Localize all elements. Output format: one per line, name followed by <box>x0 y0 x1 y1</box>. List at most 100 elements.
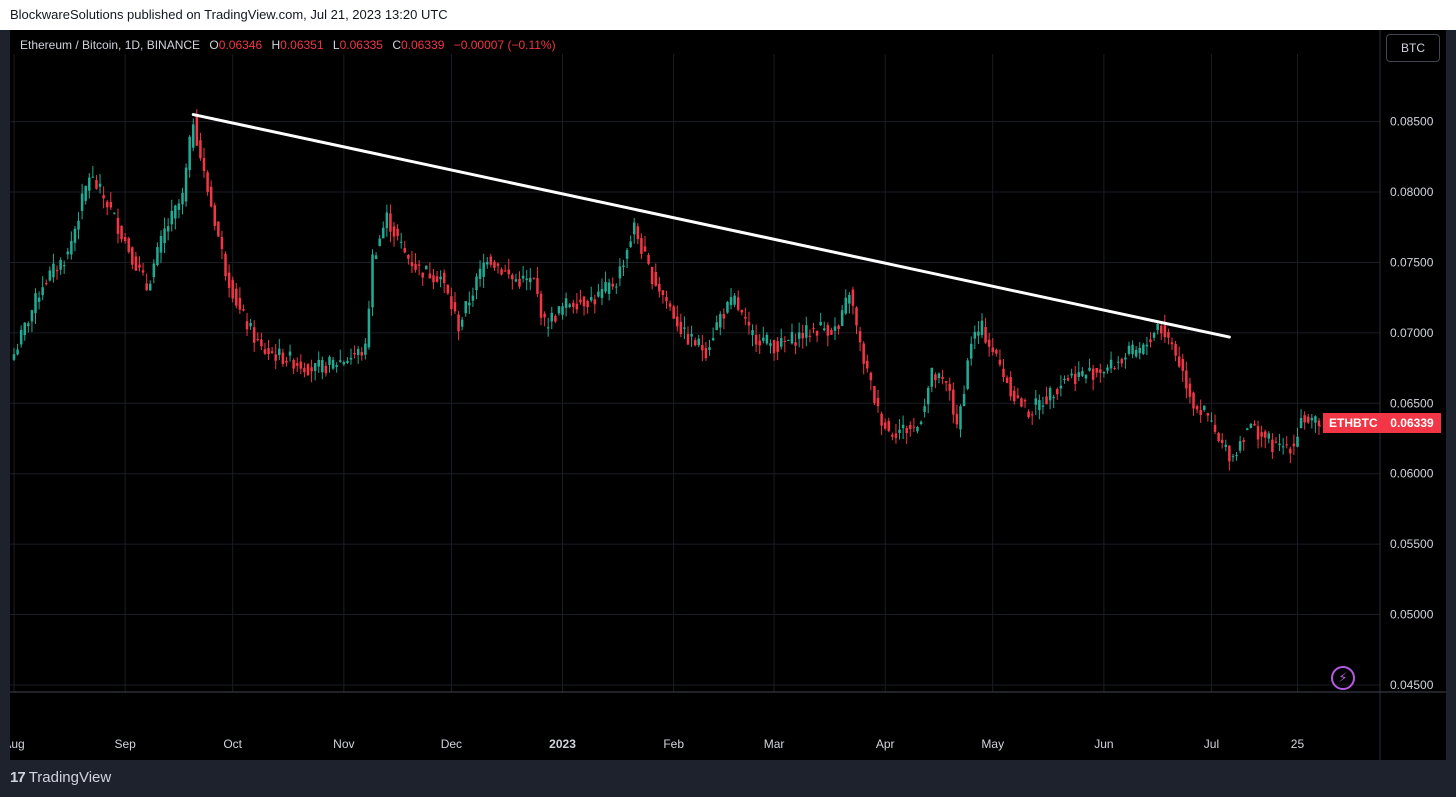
candle-body <box>1228 445 1231 462</box>
candle-body <box>127 238 130 252</box>
tradingview-logo[interactable]: 17 TradingView <box>10 769 111 786</box>
candle-body <box>525 278 528 281</box>
candle-body <box>790 332 794 344</box>
candle-body <box>417 264 421 266</box>
candle-body <box>342 362 346 365</box>
candle-body <box>923 406 926 412</box>
candle-body <box>432 275 435 283</box>
candle-body <box>1167 331 1170 338</box>
price-chart[interactable]: 0.08500 0.08000 0.07500 0.07000 0.06500 0.060… <box>10 30 1446 760</box>
y-tick-label: 0.07000 <box>1390 326 1434 340</box>
candle-body <box>837 325 840 330</box>
candle-body <box>1199 409 1202 415</box>
candle-body <box>611 283 614 287</box>
candle-body <box>1231 456 1235 458</box>
candle-body <box>729 297 733 306</box>
candle-body <box>392 226 396 237</box>
candle-body <box>1070 373 1073 376</box>
candle-body <box>113 212 116 214</box>
candle-body <box>1299 418 1303 429</box>
candle-body <box>295 363 299 366</box>
candle-body <box>174 205 177 219</box>
candle-body <box>120 225 123 240</box>
chart-pane[interactable]: 0.08500 0.08000 0.07500 0.07000 0.06500 0.060… <box>10 30 1446 760</box>
candle-body <box>930 367 934 387</box>
candle-body <box>701 344 704 351</box>
candle-body <box>159 235 163 253</box>
candle-body <box>389 213 392 232</box>
candle-body <box>299 361 303 369</box>
candle-body <box>625 250 629 259</box>
candle-body <box>998 359 1002 365</box>
y-tick-label: 0.05000 <box>1390 608 1434 622</box>
close-label: C <box>392 38 401 52</box>
candle-body <box>521 275 525 279</box>
candle-body <box>249 322 252 327</box>
candle-body <box>564 298 568 308</box>
candle-body <box>62 265 66 267</box>
candle-body <box>1310 417 1314 421</box>
candle-body <box>765 334 769 344</box>
candle-body <box>313 363 317 371</box>
candle-body <box>883 422 887 429</box>
candle-body <box>898 429 901 433</box>
candle-body <box>919 421 923 425</box>
candle-body <box>887 420 891 432</box>
candle-body <box>686 333 690 345</box>
candle-body <box>607 282 611 294</box>
candle-body <box>141 270 145 273</box>
candle-body <box>905 428 908 434</box>
candle-body <box>948 383 951 391</box>
candle-body <box>858 331 862 343</box>
candle-body <box>1045 396 1048 405</box>
candle-body <box>1116 361 1120 363</box>
candle-body <box>629 241 632 247</box>
candle-body <box>561 306 564 315</box>
y-tick-label: 0.08500 <box>1390 115 1434 129</box>
candle-body <box>1038 399 1041 411</box>
candle-body <box>1095 368 1098 373</box>
candle-body <box>568 304 571 307</box>
candle-body <box>747 321 751 326</box>
currency-button[interactable]: BTC <box>1386 34 1440 62</box>
candle-body <box>973 331 977 339</box>
symbol-title[interactable]: Ethereum / Bitcoin, 1D, BINANCE <box>20 38 201 52</box>
candle-body <box>955 413 959 425</box>
candle-body <box>969 343 973 359</box>
candle-body <box>787 339 790 341</box>
candle-body <box>138 264 141 268</box>
candle-body <box>496 263 500 266</box>
candle-body <box>278 348 281 356</box>
candle-body <box>1073 373 1077 384</box>
candle-body <box>1091 368 1095 380</box>
candle-body <box>364 343 367 355</box>
candle-body <box>1206 413 1210 416</box>
candle-body <box>105 201 109 208</box>
candle-body <box>995 350 998 354</box>
candle-body <box>833 326 837 331</box>
candle-body <box>647 254 650 264</box>
x-tick-label: May <box>981 737 1004 751</box>
candle-body <box>1013 390 1016 402</box>
lightning-bolt-icon[interactable]: ⚡︎ <box>1331 666 1355 690</box>
candle-body <box>19 329 23 345</box>
candle-body <box>1260 432 1263 437</box>
candle-body <box>640 237 643 254</box>
candle-body <box>855 307 858 326</box>
footer-bar: 17 TradingView <box>0 760 1456 797</box>
candle-body <box>1210 420 1213 422</box>
y-tick-label: 0.06000 <box>1390 467 1434 481</box>
candle-body <box>310 367 313 372</box>
candle-body <box>546 327 550 329</box>
candle-body <box>952 389 955 415</box>
candle-body <box>618 266 622 279</box>
published-banner: BlockwareSolutions published on TradingV… <box>0 0 1456 30</box>
candle-body <box>500 269 503 275</box>
candle-body <box>1142 344 1145 354</box>
candle-body <box>1056 389 1059 395</box>
x-tick-label: Feb <box>663 737 684 751</box>
candle-body <box>722 313 726 319</box>
candle-body <box>425 265 428 270</box>
candle-body <box>1195 406 1199 410</box>
x-tick-label: Sep <box>114 737 136 751</box>
